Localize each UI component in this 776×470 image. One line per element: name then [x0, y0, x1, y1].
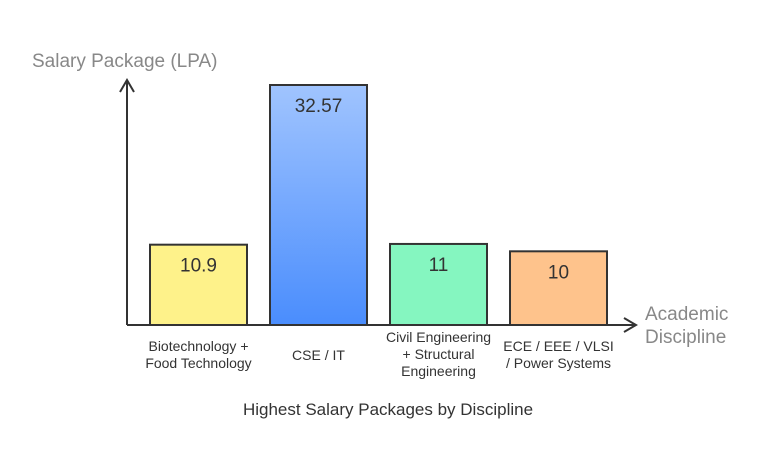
y-axis: [119, 78, 135, 325]
category-label: CSE / IT: [292, 347, 345, 363]
y-axis-label: Salary Package (LPA): [32, 51, 218, 72]
bar: [389, 242, 488, 326]
chart-title: Highest Salary Packages by Discipline: [242, 400, 534, 419]
bar: [269, 84, 368, 326]
category-label: ECE / EEE / VLSI / Power Systems: [503, 338, 614, 371]
bar: [509, 250, 608, 326]
category-label: Civil Engineering + Structural Engineeri…: [385, 329, 492, 379]
x-axis: [127, 317, 638, 333]
data-label: 32.57: [295, 96, 343, 117]
data-label: 10.9: [180, 256, 217, 277]
data-label: 10: [548, 262, 569, 283]
data-label: 11: [429, 255, 449, 276]
x-axis-label: Academic Discipline: [645, 304, 729, 348]
category-label: Biotechnology + Food Technology: [145, 338, 252, 371]
bar: [149, 243, 248, 327]
